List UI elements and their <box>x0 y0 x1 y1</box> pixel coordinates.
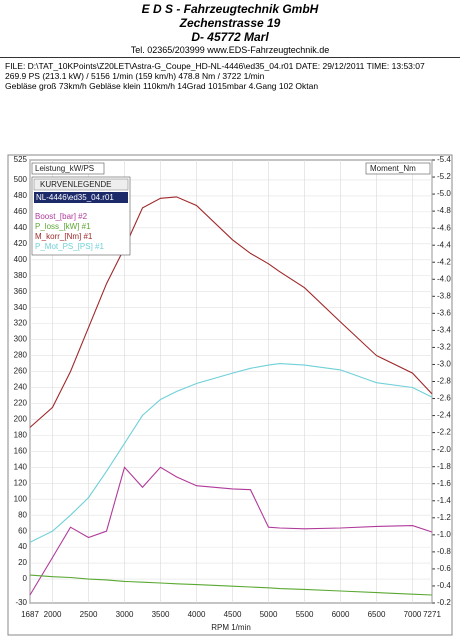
x-tick-label: 6500 <box>368 610 386 619</box>
y-tick-label: 160 <box>14 446 28 455</box>
y-tick-label: 420 <box>14 239 28 248</box>
series-line <box>29 196 433 428</box>
y2-tick-label: -1.6 <box>437 479 451 488</box>
y-tick-label: 60 <box>18 526 27 535</box>
y-tick-label: 340 <box>14 303 28 312</box>
city: D- 45772 Marl <box>191 30 269 44</box>
y2-tick-label: -4.2 <box>437 257 451 266</box>
y2-tick-label: -5.2 <box>437 172 451 181</box>
y-label-box <box>31 162 105 175</box>
x-tick-label: 5000 <box>260 610 278 619</box>
y2-tick-label: -5.0 <box>437 189 451 198</box>
legend-header <box>33 178 129 191</box>
y2-tick-label: -5.4 <box>437 155 451 164</box>
y2-tick-label: -4.6 <box>437 223 451 232</box>
y2-tick-label: -3.8 <box>437 291 451 300</box>
legend-entry: P_Mot_PS_[PS] #1 <box>35 242 104 251</box>
y-tick-label: 80 <box>18 510 27 519</box>
x-tick-label: 4500 <box>224 610 242 619</box>
y-tick-label: 220 <box>14 399 28 408</box>
y-tick-label: 400 <box>14 255 28 264</box>
x-tick-label: 2000 <box>44 610 62 619</box>
y-tick-label: 280 <box>14 351 28 360</box>
y-tick-label: 480 <box>14 191 28 200</box>
y2-axis-label: Moment_Nm <box>370 164 416 173</box>
y2-tick-label: -2.8 <box>437 377 451 386</box>
y-tick-label: 500 <box>14 175 28 184</box>
street: Zechenstrasse 19 <box>179 16 281 30</box>
conditions-line: Gebläse groß 73km/h Gebläse klein 110km/… <box>5 81 319 91</box>
x-tick-label: 3000 <box>116 610 134 619</box>
x-tick-label: 2500 <box>80 610 98 619</box>
series-line <box>29 466 433 596</box>
company: E D S - Fahrzeugtechnik GmbH <box>141 2 319 16</box>
y-tick-label: 320 <box>14 319 28 328</box>
contact: Tel. 02365/203999 www.EDS-Fahrzeugtechni… <box>0 45 460 58</box>
y2-tick-label: -0.4 <box>437 581 451 590</box>
y2-tick-label: -1.8 <box>437 462 451 471</box>
y-tick-label: 180 <box>14 430 28 439</box>
y2-tick-label: -1.4 <box>437 496 451 505</box>
legend-entry: Boost_[bar] #2 <box>35 212 88 221</box>
series-line <box>29 363 433 543</box>
x-tick-label: 7000 <box>404 610 422 619</box>
y-tick-label: 200 <box>14 415 28 424</box>
y2-tick-label: -1.2 <box>437 513 451 522</box>
y2-label-box <box>365 162 431 175</box>
y-tick-label: 0 <box>23 574 28 583</box>
y2-tick-label: -3.4 <box>437 325 451 334</box>
y2-tick-label: -3.0 <box>437 360 451 369</box>
y2-tick-label: -1.0 <box>437 530 451 539</box>
file-line: FILE: D:\TAT_10KPoints\Z20LET\Astra-G_Co… <box>5 61 425 71</box>
legend-title: KURVENLEGENDE <box>40 180 111 189</box>
legend-entry: P_loss_[kW] #1 <box>35 222 91 231</box>
y-tick-label: 380 <box>14 271 28 280</box>
y2-tick-label: -2.0 <box>437 445 451 454</box>
y2-tick-label: -0.2 <box>437 598 451 607</box>
legend-entry: M_korr_[Nm] #1 <box>35 232 93 241</box>
legend-file: NL-4446\ed35_04.r01 <box>36 193 114 202</box>
y2-tick-label: -0.6 <box>437 564 451 573</box>
y-tick-label: 360 <box>14 287 28 296</box>
y2-tick-label: -0.8 <box>437 547 451 556</box>
y2-tick-label: -2.2 <box>437 428 451 437</box>
y2-tick-label: -4.4 <box>437 240 451 249</box>
y-axis-label: Leistung_kW/PS <box>35 164 94 173</box>
y2-tick-label: -3.6 <box>437 308 451 317</box>
y2-tick-label: -3.2 <box>437 343 451 352</box>
result-line: 269.9 PS (213.1 kW) / 5156 1/min (159 km… <box>5 71 265 81</box>
y-tick-label: 140 <box>14 462 28 471</box>
x-tick-label: 6000 <box>332 610 350 619</box>
y2-tick-label: -2.6 <box>437 394 451 403</box>
y-tick-label: 440 <box>14 223 28 232</box>
y-tick-label: 525 <box>14 155 28 164</box>
y-tick-label: 100 <box>14 494 28 503</box>
y-tick-label: 260 <box>14 367 28 376</box>
x-tick-label: 7271 <box>423 610 441 619</box>
y2-tick-label: -4.8 <box>437 206 451 215</box>
y2-tick-label: -2.4 <box>437 411 451 420</box>
chart-frame <box>7 154 453 636</box>
x-tick-label: 4000 <box>188 610 206 619</box>
y2-tick-label: -4.0 <box>437 274 451 283</box>
y-tick-label: -30 <box>15 598 27 607</box>
series-line <box>29 574 433 596</box>
x-tick-label: 5500 <box>296 610 314 619</box>
x-tick-label: 3500 <box>152 610 170 619</box>
y-tick-label: 120 <box>14 478 28 487</box>
y-tick-label: 40 <box>18 542 27 551</box>
y-tick-label: 300 <box>14 335 28 344</box>
legend-file-bg <box>34 192 128 203</box>
y-tick-label: 20 <box>18 558 27 567</box>
x-tick-label: 1687 <box>21 610 39 619</box>
y-tick-label: 240 <box>14 383 28 392</box>
y-tick-label: 460 <box>14 207 28 216</box>
x-axis-label: RPM 1/min <box>211 623 251 632</box>
